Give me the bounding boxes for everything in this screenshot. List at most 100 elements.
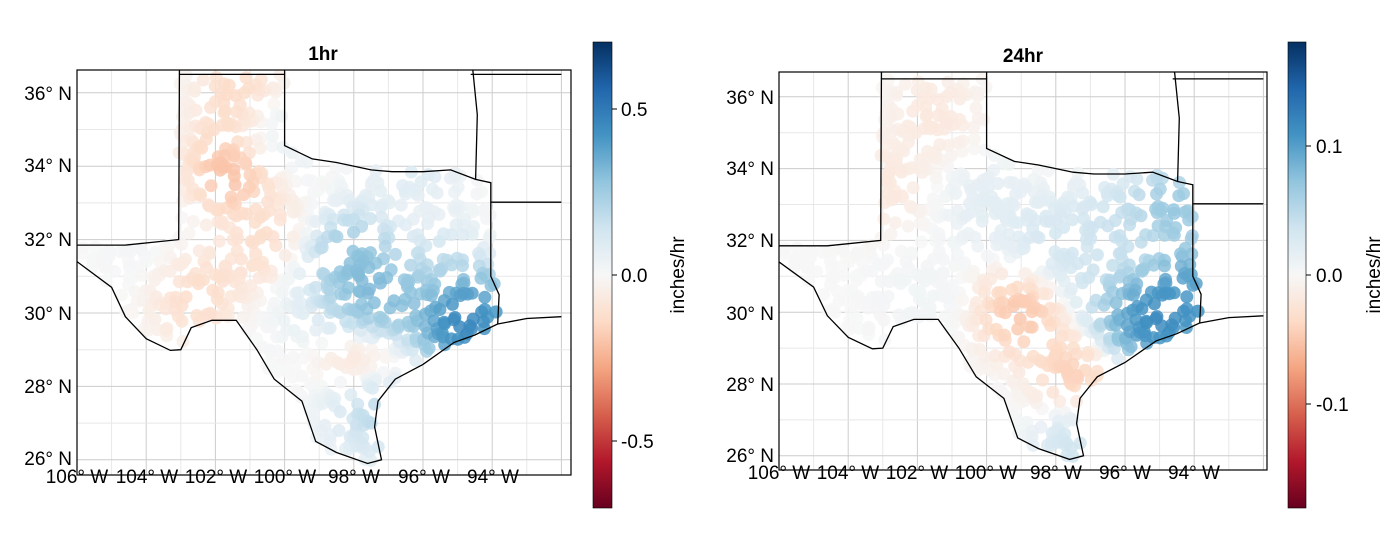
station-marker bbox=[179, 290, 193, 304]
station-marker bbox=[277, 314, 291, 328]
station-marker bbox=[345, 316, 359, 330]
station-marker bbox=[932, 227, 946, 241]
station-marker bbox=[235, 206, 249, 220]
station-marker bbox=[253, 231, 267, 245]
station-marker bbox=[1055, 329, 1069, 343]
station-marker bbox=[160, 321, 174, 335]
station-marker bbox=[271, 344, 284, 358]
map-frame bbox=[778, 71, 1268, 471]
station-marker bbox=[373, 276, 387, 290]
border-line bbox=[1199, 315, 1264, 324]
station-marker bbox=[1150, 187, 1164, 201]
station-marker bbox=[222, 78, 236, 92]
station-marker bbox=[176, 256, 190, 270]
station-marker bbox=[273, 213, 287, 227]
station-marker bbox=[366, 381, 380, 395]
x-tick-label: 98° W bbox=[1030, 463, 1082, 484]
station-marker bbox=[433, 264, 447, 278]
station-marker bbox=[862, 320, 876, 334]
station-marker bbox=[980, 249, 994, 263]
x-tick-label: 100° W bbox=[254, 467, 317, 488]
station-marker bbox=[881, 186, 895, 200]
station-marker bbox=[779, 242, 793, 256]
texas-border bbox=[779, 78, 1202, 461]
station-marker bbox=[292, 286, 306, 300]
station-marker bbox=[373, 310, 387, 324]
station-marker bbox=[124, 244, 138, 258]
station-marker bbox=[828, 305, 842, 319]
station-marker bbox=[267, 97, 281, 111]
station-marker bbox=[1005, 283, 1019, 297]
station-marker bbox=[888, 216, 902, 230]
station-marker bbox=[948, 259, 961, 273]
station-marker bbox=[895, 165, 908, 179]
station-marker bbox=[282, 272, 296, 286]
station-marker bbox=[1017, 335, 1031, 349]
station-marker bbox=[309, 323, 323, 337]
station-marker bbox=[951, 136, 965, 150]
station-marker bbox=[995, 267, 1009, 281]
station-marker bbox=[208, 268, 222, 281]
texas-border bbox=[77, 73, 500, 465]
station-marker bbox=[1002, 227, 1016, 241]
station-marker bbox=[265, 117, 279, 131]
station-marker bbox=[141, 323, 155, 337]
station-marker bbox=[1176, 271, 1190, 285]
station-marker bbox=[306, 408, 320, 422]
station-marker bbox=[1113, 229, 1127, 243]
x-tick-label: 104° W bbox=[817, 463, 880, 484]
station-marker bbox=[329, 194, 343, 208]
station-marker bbox=[253, 141, 267, 155]
station-marker bbox=[892, 308, 906, 322]
station-marker bbox=[315, 336, 329, 350]
station-marker bbox=[207, 123, 221, 137]
station-marker bbox=[877, 313, 891, 327]
x-tick-label: 98° W bbox=[328, 467, 380, 488]
station-marker bbox=[227, 169, 241, 183]
station-marker bbox=[1046, 385, 1060, 399]
station-marker bbox=[234, 252, 248, 266]
panel-title: 24hr bbox=[1003, 46, 1044, 67]
border-line bbox=[497, 316, 562, 325]
station-marker bbox=[315, 240, 329, 254]
panel-1hr: 1hr 36° N 34° N 32° N 30° N 28° N 26° N … bbox=[24, 41, 689, 509]
station-marker bbox=[1036, 373, 1049, 387]
station-marker bbox=[77, 241, 91, 255]
station-marker bbox=[239, 71, 253, 85]
station-marker bbox=[1172, 189, 1186, 203]
station-marker bbox=[265, 139, 279, 153]
station-marker bbox=[837, 268, 851, 282]
station-marker bbox=[843, 322, 857, 336]
station-marker bbox=[891, 107, 905, 121]
station-marker bbox=[233, 266, 247, 280]
station-marker bbox=[318, 418, 332, 432]
station-marker bbox=[880, 175, 894, 189]
colorbar-label: inches/hr bbox=[668, 236, 689, 314]
station-marker bbox=[484, 279, 498, 292]
station-marker bbox=[407, 297, 421, 310]
station-markers bbox=[779, 72, 1205, 463]
station-marker bbox=[219, 160, 233, 174]
station-marker bbox=[884, 227, 898, 241]
station-marker bbox=[453, 320, 467, 334]
station-marker bbox=[1169, 221, 1183, 235]
colorbar-tick-label: 0.1 bbox=[1316, 137, 1342, 158]
station-marker bbox=[1078, 252, 1092, 266]
station-marker bbox=[898, 77, 912, 91]
station-marker bbox=[294, 296, 308, 310]
station-marker bbox=[1084, 232, 1098, 246]
station-marker bbox=[367, 349, 381, 363]
x-axis-ticks: 106° W 104° W 102° W 100° W 98° W 96° W … bbox=[46, 467, 519, 488]
station-marker bbox=[99, 274, 113, 288]
station-marker bbox=[192, 244, 206, 258]
station-marker bbox=[1036, 287, 1050, 300]
station-marker bbox=[1049, 226, 1062, 240]
station-marker bbox=[930, 199, 944, 213]
station-marker bbox=[175, 211, 189, 225]
y-axis-ticks: 36° N 34° N 32° N 30° N 28° N 26° N bbox=[726, 88, 774, 467]
station-marker bbox=[1031, 195, 1045, 209]
station-marker bbox=[465, 227, 479, 241]
station-marker bbox=[445, 297, 459, 311]
y-tick-label: 26° N bbox=[24, 449, 72, 470]
